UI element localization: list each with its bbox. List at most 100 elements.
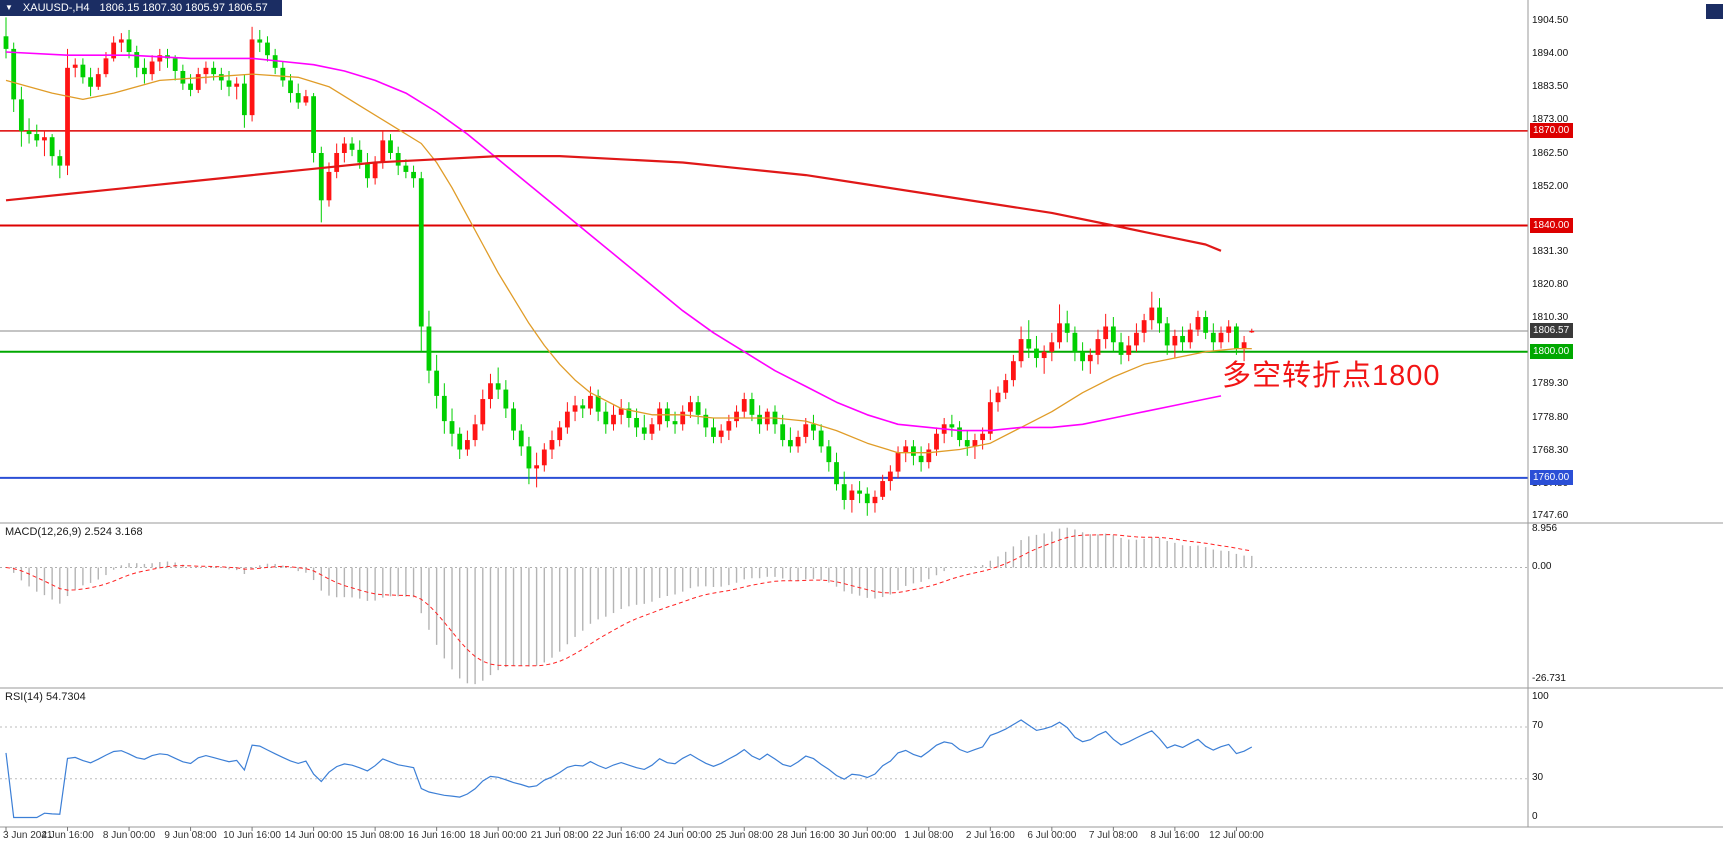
candle xyxy=(172,55,178,81)
candle xyxy=(1087,348,1093,374)
candle xyxy=(72,58,78,78)
candle xyxy=(634,408,639,437)
candle xyxy=(349,137,355,157)
candle xyxy=(480,389,486,431)
candle xyxy=(826,440,832,472)
candle xyxy=(734,405,739,428)
candle xyxy=(241,74,247,128)
candle xyxy=(80,58,86,84)
candle xyxy=(411,165,416,188)
candle xyxy=(149,55,155,81)
candle xyxy=(564,402,570,434)
candle xyxy=(880,474,886,500)
candle xyxy=(895,446,901,478)
candle xyxy=(887,465,893,491)
candle xyxy=(49,134,55,166)
annotation-text[interactable]: 多空转折点1800 xyxy=(1222,360,1441,392)
candle xyxy=(57,149,63,179)
candle xyxy=(741,392,747,418)
ohlc-values-label: 1806.15 1807.30 1805.97 1806.57 xyxy=(99,2,268,14)
ma-mid-magenta xyxy=(5,51,1222,432)
candle xyxy=(511,402,516,441)
candle xyxy=(1118,332,1124,365)
candle xyxy=(795,430,801,453)
candle xyxy=(949,414,955,437)
rsi-indicator-label: RSI(14) 54.7304 xyxy=(5,691,86,703)
candle xyxy=(1010,354,1016,387)
candle xyxy=(1026,320,1032,359)
candle xyxy=(403,159,409,179)
rsi-line xyxy=(5,719,1253,819)
hline-objects xyxy=(0,130,1528,479)
candle xyxy=(864,487,870,516)
candle xyxy=(88,67,93,97)
candle xyxy=(772,405,778,434)
candle xyxy=(1049,332,1055,362)
candle xyxy=(280,61,286,87)
candle xyxy=(11,42,17,112)
candle xyxy=(1003,373,1009,400)
candle xyxy=(1172,329,1178,359)
macd-signal-line xyxy=(5,534,1252,667)
candle xyxy=(580,399,586,418)
candle xyxy=(1180,326,1185,352)
candle xyxy=(757,405,763,434)
candle xyxy=(703,408,709,437)
candle xyxy=(157,48,163,71)
candle xyxy=(1080,342,1085,371)
candle xyxy=(1018,326,1024,368)
candle xyxy=(1134,323,1139,352)
candle xyxy=(618,399,624,425)
candle xyxy=(811,414,816,441)
candle xyxy=(926,443,932,469)
candle xyxy=(1110,317,1116,352)
chevron-down-icon[interactable]: ▼ xyxy=(5,3,13,12)
candle xyxy=(1187,323,1193,349)
candle xyxy=(1195,310,1201,336)
candle xyxy=(195,67,201,94)
macd-histogram xyxy=(12,527,1253,685)
candle xyxy=(611,405,616,431)
candle xyxy=(18,86,24,147)
candle xyxy=(118,33,124,53)
candle xyxy=(534,452,540,488)
candle xyxy=(441,383,447,434)
candle xyxy=(872,490,878,513)
candle xyxy=(572,395,578,422)
candle xyxy=(1164,317,1170,355)
candle xyxy=(1095,329,1101,365)
candle xyxy=(526,436,532,485)
candle xyxy=(957,421,962,447)
ma-fast-orange xyxy=(5,73,1252,454)
candle xyxy=(311,93,316,163)
candle xyxy=(1041,345,1047,374)
candle xyxy=(1226,320,1232,343)
candle xyxy=(987,389,993,441)
candle xyxy=(941,417,947,444)
chart-title-bar[interactable]: ▼ XAUUSD-,H4 1806.15 1807.30 1805.97 180… xyxy=(0,0,282,16)
symbol-timeframe-label: XAUUSD-,H4 xyxy=(22,2,90,14)
candle xyxy=(288,74,293,103)
candle xyxy=(818,424,824,453)
macd-indicator-label: MACD(12,26,9) 2.524 3.168 xyxy=(5,526,143,538)
candle xyxy=(218,67,224,90)
candle xyxy=(1064,310,1070,343)
candle xyxy=(303,89,309,106)
candle xyxy=(903,440,909,463)
candle xyxy=(764,408,770,431)
candle xyxy=(203,61,209,84)
candle xyxy=(488,373,493,409)
candle xyxy=(95,67,101,90)
candle xyxy=(995,386,1001,412)
candle xyxy=(964,430,970,456)
candle xyxy=(918,446,924,472)
candle xyxy=(495,367,501,400)
candle xyxy=(1218,326,1224,349)
candle xyxy=(426,310,432,384)
candle xyxy=(695,395,701,425)
candle xyxy=(34,124,40,147)
candle xyxy=(142,58,147,84)
candle xyxy=(180,64,186,90)
